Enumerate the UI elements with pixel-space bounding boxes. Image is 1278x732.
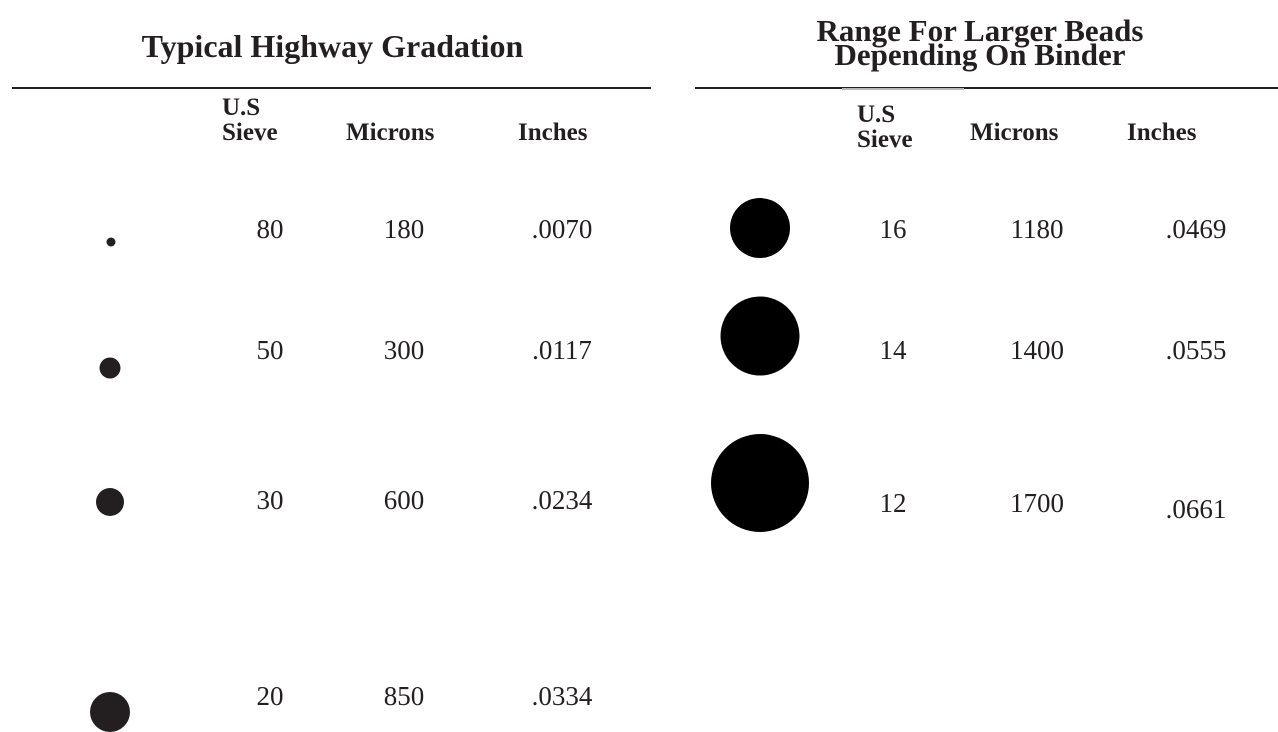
left-title-divider bbox=[12, 87, 651, 89]
left-header-sieve: U.S Sieve bbox=[222, 94, 278, 146]
bead-icon bbox=[730, 198, 790, 258]
left-cell-microns: 850 bbox=[383, 681, 425, 711]
left-header-inches: Inches bbox=[518, 119, 588, 146]
bead-icon bbox=[720, 296, 800, 376]
right-cell-microns: 1180 bbox=[1010, 214, 1064, 244]
right-cell-sieve: 14 bbox=[879, 335, 907, 365]
bead-icon bbox=[96, 488, 124, 516]
right-header-microns: Microns bbox=[970, 119, 1059, 146]
left-cell-sieve: 80 bbox=[256, 214, 284, 244]
right-header-inches: Inches bbox=[1127, 119, 1197, 146]
left-cell-sieve: 20 bbox=[256, 681, 284, 711]
right-cell-inches: .0555 bbox=[1165, 335, 1227, 365]
left-cell-sieve: 30 bbox=[256, 485, 284, 515]
bead-icon bbox=[106, 237, 116, 247]
right-cell-sieve: 12 bbox=[879, 488, 907, 518]
right-header-sieve: U.S Sieve bbox=[857, 101, 913, 153]
right-header-accent-rule bbox=[842, 88, 964, 90]
right-cell-sieve: 16 bbox=[879, 214, 907, 244]
left-cell-inches: .0234 bbox=[531, 485, 593, 515]
left-table-title: Typical Highway Gradation bbox=[141, 28, 524, 64]
bead-icon bbox=[711, 434, 809, 532]
left-cell-microns: 600 bbox=[383, 485, 425, 515]
left-header-microns: Microns bbox=[346, 119, 435, 146]
left-cell-inches: .0334 bbox=[531, 681, 593, 711]
left-cell-microns: 180 bbox=[383, 214, 425, 244]
left-cell-sieve: 50 bbox=[256, 335, 284, 365]
right-title-divider bbox=[695, 87, 1278, 89]
right-cell-inches: .0661 bbox=[1165, 494, 1227, 524]
left-cell-microns: 300 bbox=[383, 335, 425, 365]
left-cell-inches: .0117 bbox=[532, 335, 592, 365]
right-table-title: Range For Larger Beads Depending On Bind… bbox=[816, 13, 1144, 72]
bead-icon bbox=[90, 692, 130, 732]
right-cell-microns: 1700 bbox=[1010, 488, 1064, 518]
bead-icon bbox=[99, 357, 121, 379]
right-cell-inches: .0469 bbox=[1165, 214, 1227, 244]
left-cell-inches: .0070 bbox=[531, 214, 593, 244]
right-cell-microns: 1400 bbox=[1010, 335, 1064, 365]
